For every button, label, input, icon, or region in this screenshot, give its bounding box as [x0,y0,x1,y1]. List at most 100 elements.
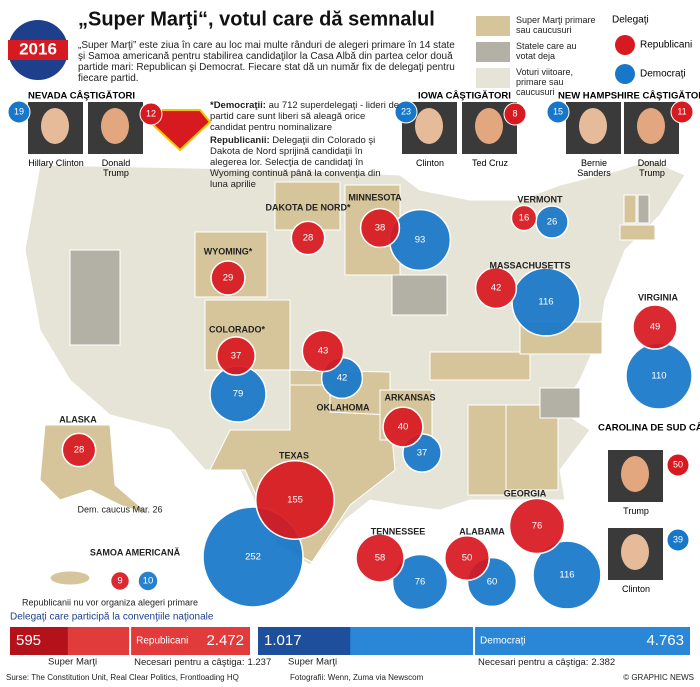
state-shape [391,274,448,316]
candidate-name: Trump [623,506,649,516]
legend-label: Statele care au votat deja [516,41,577,61]
dem-value: 116 [559,570,574,581]
dem-bubble [137,570,159,592]
dem-value: 110 [651,371,666,382]
super-bar [258,627,351,655]
rep-value: 58 [375,553,386,564]
legend-dot [615,35,635,55]
delegate-bubble [139,102,163,126]
rep-bubble [508,497,566,555]
state-shape [505,404,559,491]
delegate-bubble [666,528,690,552]
delegate-bubble [7,100,31,124]
photo-face [415,108,443,144]
rep-value: 43 [318,346,329,357]
legend-label: Voturi viitoare, primare sau caucusuri [516,67,574,97]
rep-value: 40 [398,422,409,433]
dem-value: 37 [417,448,428,459]
delegate-label: 12 [146,108,156,118]
dem-value: 93 [415,235,426,246]
delegate-bubble [503,102,527,126]
state-shape [619,224,656,241]
dem-bubble [391,553,449,611]
super-label: Super Marţi [48,657,97,668]
state-name: ALASKA [59,414,97,424]
state-shape [467,404,507,496]
rep-value: 9 [117,576,122,587]
state-name: VERMONT [518,194,564,204]
winners-title: IOWA CÂŞTIGĂTORI [418,90,511,102]
state-shape [429,351,531,381]
delegate-label: 23 [401,106,411,116]
needed-value: 2.382 [591,657,615,668]
rep-value: 49 [650,322,661,333]
note-text: au 712 superdelegaţi - lideri de partid … [210,100,400,133]
state-shape [39,424,151,516]
candidate-name: Donald Trump [637,158,667,178]
state-name: WYOMING* [204,246,253,256]
needed-text: Necesari pentru a câştiga: [478,657,588,668]
state-name: MASSACHUSETTS [489,260,570,270]
rep-bubble [61,432,97,468]
badge-band [8,40,68,60]
candidate-name: Donald Trump [101,158,131,178]
dem-note: *Democraţii: au 712 superdelegaţi - lide… [210,100,400,133]
rep-value: 42 [491,283,502,294]
dem-value: 79 [233,389,244,400]
delegate-label: 19 [14,106,24,116]
rep-bubble [355,533,405,583]
state-name: COLORADO* [209,324,265,334]
note-label: *Democraţii: [210,100,266,111]
legend-swatch [476,42,510,62]
state-note: Dem. caucus Mar. 26 [77,504,162,514]
credit: © GRAPHIC NEWS [623,673,694,682]
state-name: ARKANSAS [384,392,435,402]
dem-value: 116 [538,297,553,308]
rep-bubble [109,570,131,592]
legend-swatch [476,16,510,36]
photo-face [621,534,649,570]
photo-face [621,456,649,492]
rep-value: 50 [462,553,473,564]
party-name: Republicani [136,636,188,647]
legend-dot [615,64,635,84]
state-shape [539,387,581,419]
delegate-label: 15 [553,106,563,116]
dem-value: 26 [547,217,558,228]
needed-label: Necesari pentru a câştiga: 2.382 [478,657,615,668]
legend-title: Delegaţi [612,15,649,26]
photo-face [637,108,665,144]
rep-bubble [359,207,401,249]
dem-value: 42 [337,373,348,384]
needed-text: Necesari pentru a câştiga: [134,657,244,668]
photo-face [579,108,607,144]
note-label: Republicanii: [210,135,270,146]
legend-swatch [476,68,510,88]
winners-title: CAROLINA DE SUD CÂŞTIGĂTORI [598,422,700,434]
rep-bubble [443,534,491,582]
rep-bubble [216,336,256,376]
candidate-name: Clinton [621,584,650,594]
rep-bubble [210,260,246,296]
legend-label: Republicani [640,40,692,51]
dem-value: 76 [415,577,426,588]
needed-label: Necesari pentru a câştiga: 1.237 [134,657,271,668]
rep-value: 37 [231,351,242,362]
state-name: GEORGIA [504,488,547,498]
total-value: 2.472 [206,632,244,649]
delegate-bubble [394,100,418,124]
candidate-name: Bernie Sanders [577,158,611,178]
winners-title: NEVADA CÂŞTIGĂTORI [28,90,135,102]
state-shape [637,194,650,224]
rep-value: 76 [532,521,543,532]
super-bar [10,627,68,655]
convention-title: Delegaţi care participă la convenţiile n… [10,612,214,623]
state-name: SAMOA AMERICANĂ [90,547,181,557]
rep-bubble [382,406,424,448]
winners-title: NEW HAMPSHIRE CÂŞTIGĂTORI [558,90,700,102]
state-name: TEXAS [279,450,309,460]
delegate-label: 39 [673,534,683,544]
rep-bubble [474,266,518,310]
